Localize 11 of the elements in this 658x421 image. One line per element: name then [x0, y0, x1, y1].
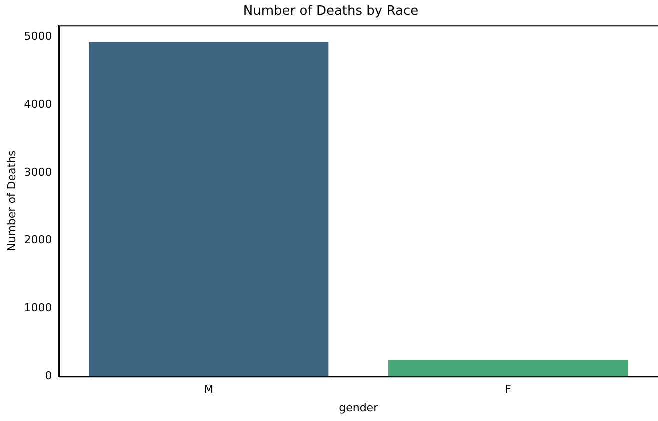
chart-title: Number of Deaths by Race [243, 4, 419, 20]
y-tick-label: 3000 [24, 166, 52, 179]
x-tick-label: M [204, 383, 214, 396]
y-tick-label: 2000 [24, 234, 52, 247]
x-tick-label: F [505, 383, 512, 396]
x-axis-title: gender [339, 401, 379, 414]
y-tick-label: 5000 [24, 30, 52, 43]
y-tick-label: 4000 [24, 98, 52, 111]
y-axis-title: Number of Deaths [5, 150, 18, 252]
y-tick-label: 1000 [24, 302, 52, 315]
y-tick-label: 0 [45, 369, 52, 382]
